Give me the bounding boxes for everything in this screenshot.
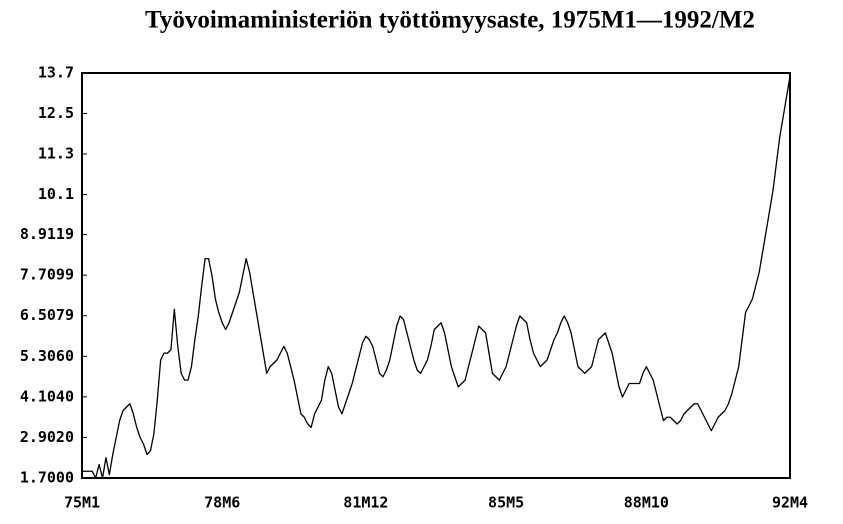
x-tick-label: 85M5 [488, 494, 524, 512]
y-tick-label: 11.3 [38, 145, 74, 163]
y-tick-label: 7.7099 [20, 266, 74, 284]
x-tick-label: 92M4 [772, 494, 808, 512]
y-tick-label: 8.9119 [20, 225, 74, 243]
y-tick-label: 10.1 [38, 185, 74, 203]
y-tick-label: 4.1040 [20, 387, 74, 405]
chart-title: Työvoimaministeriön työttömyysaste, 1975… [145, 7, 755, 34]
x-tick-label: 75M1 [64, 494, 100, 512]
y-tick-label: 12.5 [38, 104, 74, 122]
y-tick-label: 2.9020 [20, 428, 74, 446]
data-line [82, 76, 791, 479]
y-tick-label: 13.7 [38, 64, 74, 82]
y-tick-label: 1.7000 [20, 469, 74, 487]
x-tick-label: 78M6 [204, 494, 240, 512]
x-tick-label: 81M12 [343, 494, 388, 512]
y-tick-label: 6.5079 [20, 306, 74, 324]
y-tick-label: 5.3060 [20, 347, 74, 365]
x-tick-label: 88M10 [624, 494, 669, 512]
